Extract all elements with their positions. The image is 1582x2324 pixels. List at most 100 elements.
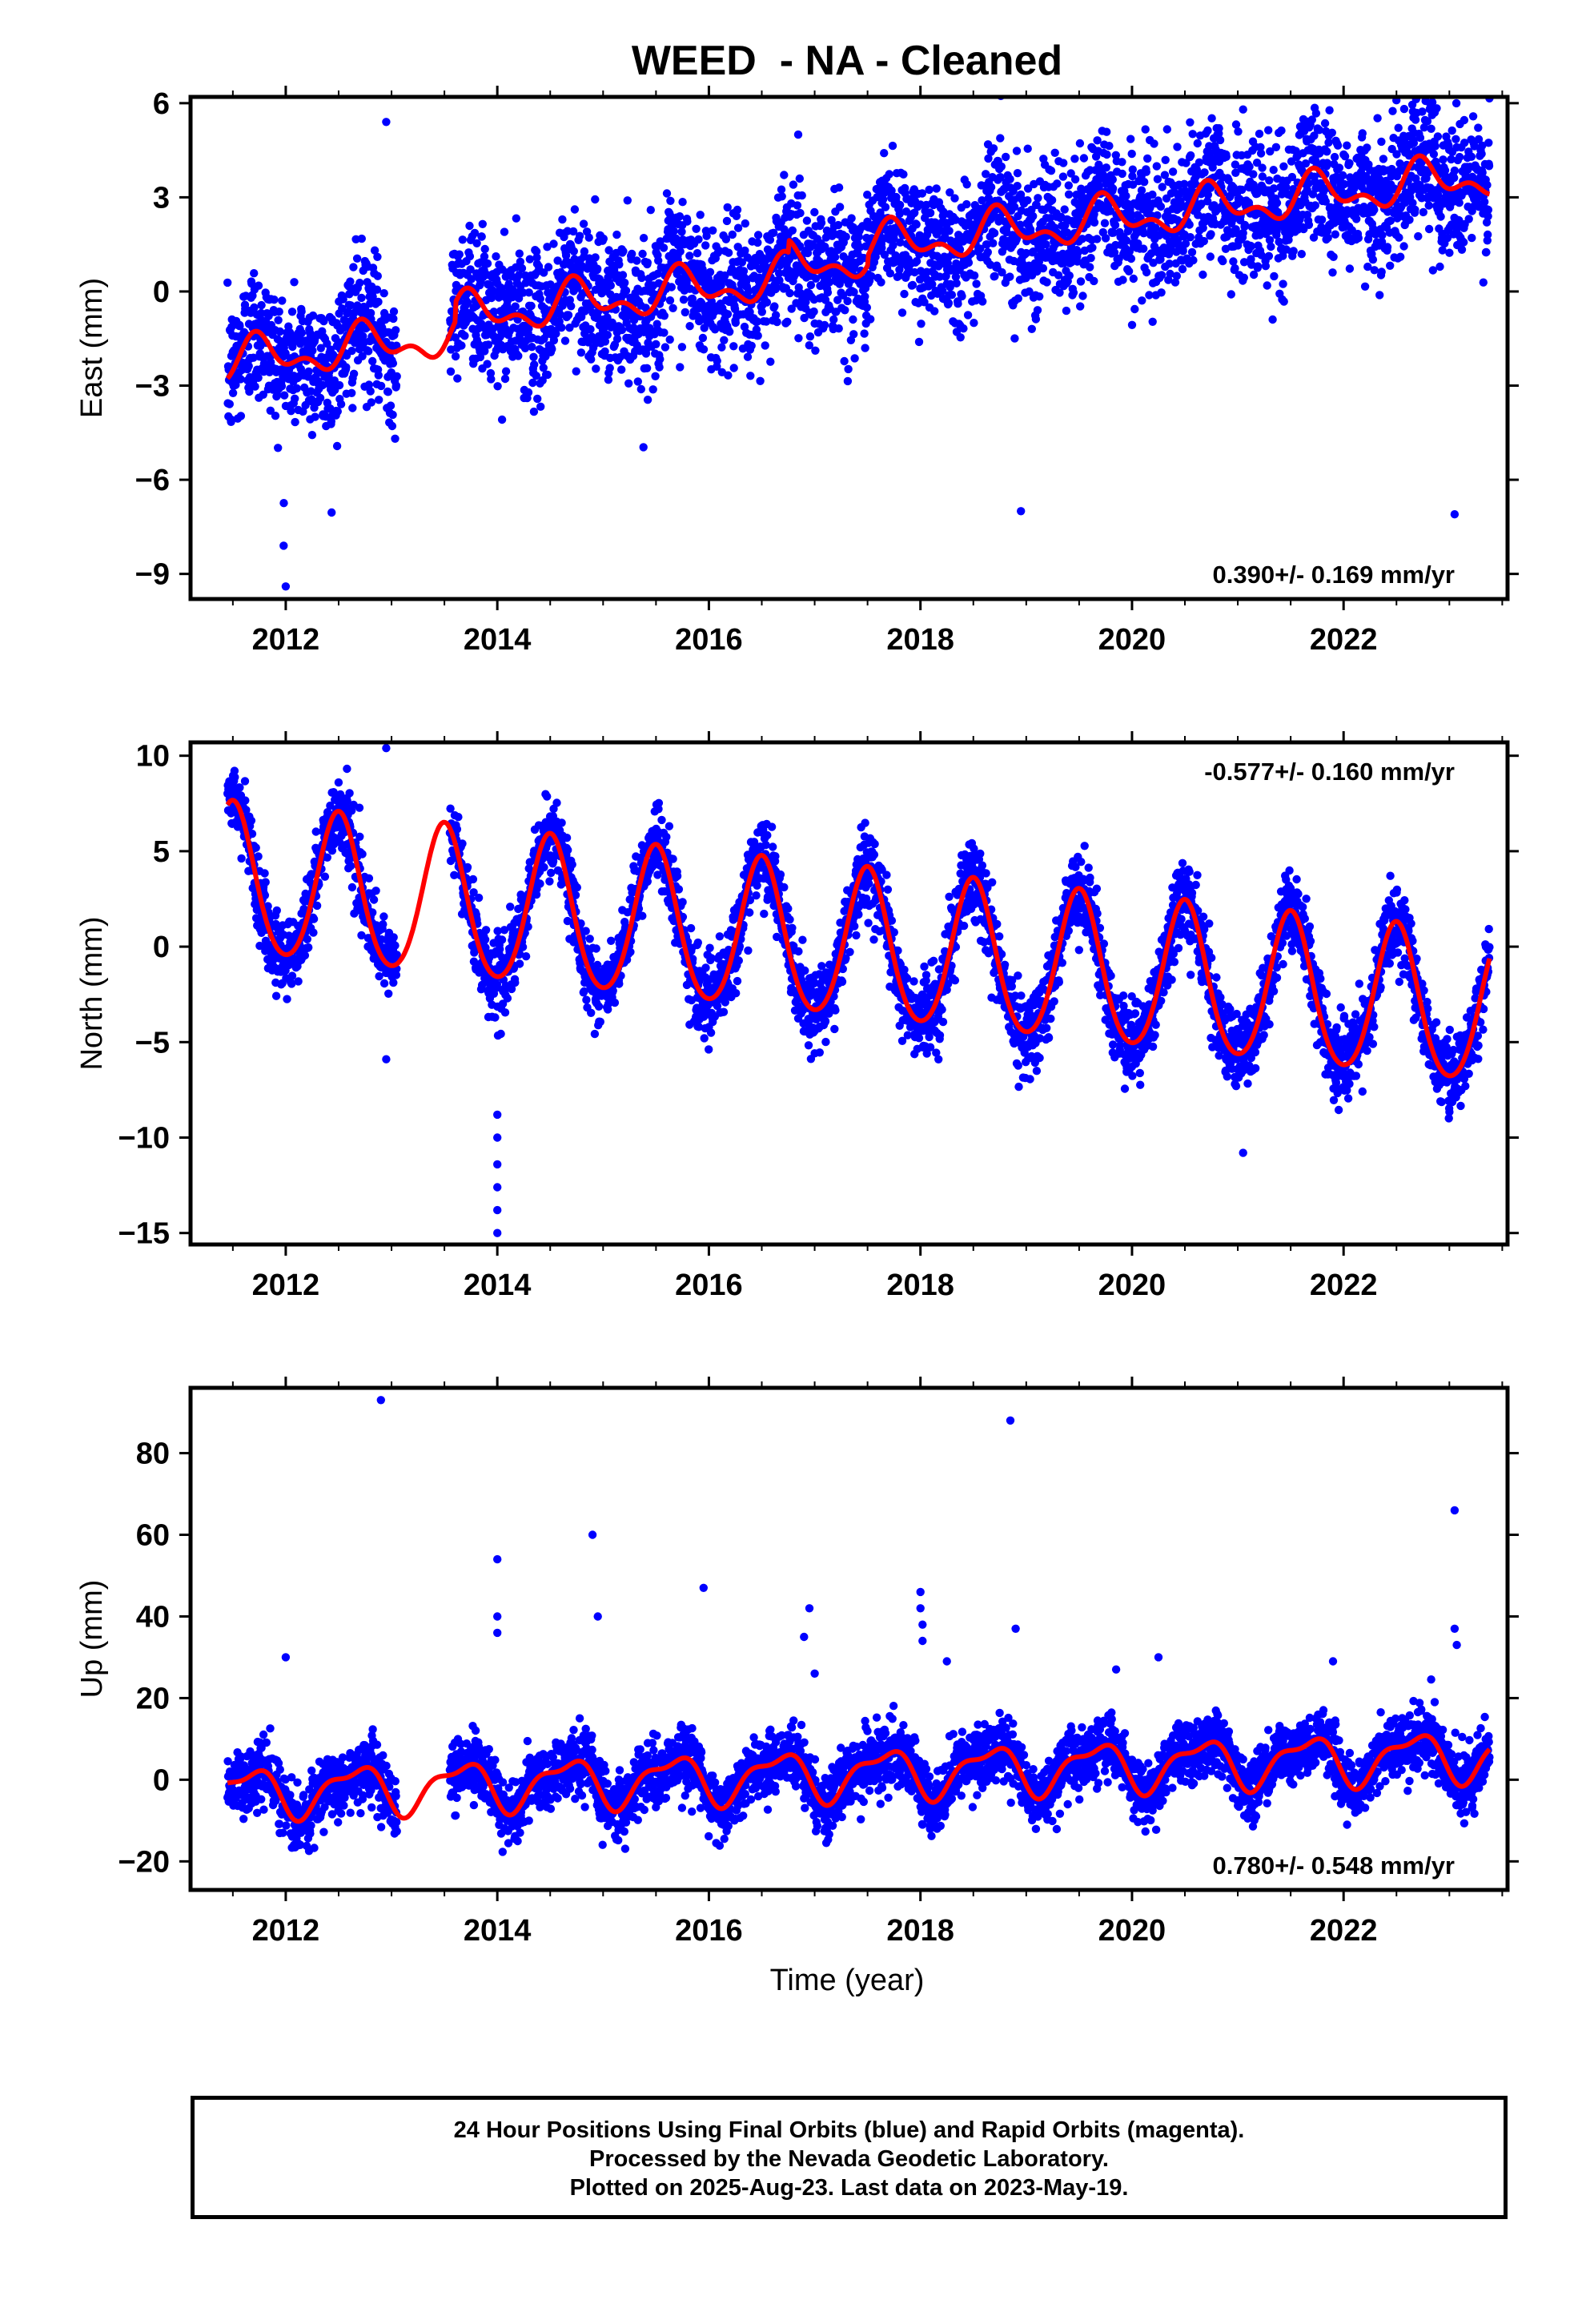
data-point	[1093, 136, 1102, 145]
data-point	[334, 778, 343, 787]
data-point	[366, 308, 375, 318]
data-point	[543, 243, 552, 251]
data-point	[952, 279, 961, 287]
data-point	[1227, 290, 1236, 299]
data-point	[1427, 124, 1435, 133]
data-point	[529, 407, 539, 416]
data-point	[1297, 250, 1307, 259]
data-point	[1142, 267, 1151, 277]
data-point	[681, 308, 689, 317]
data-point	[292, 384, 301, 393]
data-point	[580, 247, 589, 256]
data-point	[1023, 196, 1032, 205]
data-point	[352, 254, 362, 263]
data-point	[820, 320, 829, 330]
data-point	[1468, 233, 1476, 243]
data-point	[297, 328, 307, 337]
data-point	[514, 352, 523, 360]
data-point	[1090, 218, 1099, 227]
data-point	[789, 180, 798, 189]
data-point	[1452, 99, 1461, 108]
data-point	[237, 854, 246, 863]
data-point	[342, 363, 351, 372]
data-point	[369, 895, 379, 904]
data-point	[261, 878, 270, 887]
data-point	[1138, 296, 1146, 305]
data-point	[343, 308, 352, 316]
data-point	[1023, 144, 1032, 153]
data-point	[575, 231, 584, 240]
data-point	[273, 391, 282, 400]
data-point	[1317, 215, 1327, 224]
data-point	[1418, 107, 1427, 116]
data-point	[1122, 191, 1130, 200]
data-point	[656, 237, 665, 246]
data-point	[996, 134, 1005, 143]
model-curve	[225, 153, 1492, 380]
data-point	[1249, 170, 1258, 179]
data-point	[335, 380, 344, 390]
data-point	[528, 378, 537, 388]
data-point	[1100, 219, 1110, 227]
data-point	[458, 235, 467, 244]
data-point	[1126, 135, 1135, 143]
outlier-point	[1017, 507, 1026, 516]
data-point	[860, 329, 869, 338]
data-point	[516, 257, 525, 267]
data-point	[515, 249, 524, 258]
data-point	[291, 394, 299, 403]
data-point	[548, 344, 556, 354]
data-point	[963, 311, 973, 320]
data-point	[264, 312, 273, 320]
data-point	[1484, 139, 1493, 147]
data-point	[323, 339, 331, 348]
data-point	[628, 249, 636, 259]
chart-title: WEED - NA - Cleaned	[632, 38, 1062, 84]
data-point	[643, 258, 652, 267]
data-point	[617, 365, 626, 374]
data-point	[236, 375, 245, 384]
outlier-point	[1450, 510, 1460, 519]
data-point	[564, 311, 573, 320]
data-point	[309, 928, 318, 937]
data-point	[1047, 195, 1057, 205]
data-point	[1279, 162, 1288, 171]
data-point	[1108, 184, 1118, 193]
data-point	[1126, 254, 1136, 263]
data-point	[349, 263, 358, 271]
data-point	[379, 289, 388, 298]
data-point	[251, 843, 260, 852]
data-point	[1186, 118, 1195, 127]
data-point	[565, 324, 574, 332]
data-point	[570, 205, 580, 214]
data-point	[604, 246, 613, 255]
data-point	[796, 208, 805, 218]
data-point	[1415, 133, 1425, 143]
data-point	[1148, 317, 1157, 326]
data-point	[525, 255, 534, 263]
data-point	[696, 211, 705, 219]
data-point	[1006, 272, 1014, 281]
data-point	[347, 388, 356, 397]
data-point	[1178, 264, 1187, 274]
data-point	[1395, 233, 1403, 242]
data-point	[1411, 205, 1419, 214]
data-point	[1424, 224, 1434, 234]
data-point	[1050, 148, 1059, 157]
data-point	[321, 412, 331, 421]
data-point	[247, 816, 256, 825]
data-point	[1414, 231, 1423, 241]
data-point	[1193, 139, 1203, 148]
y-tick-label: 6	[153, 87, 170, 121]
data-point	[557, 323, 566, 332]
data-point	[1186, 151, 1195, 160]
data-point	[347, 346, 356, 356]
data-point	[536, 294, 544, 304]
data-point	[315, 393, 325, 403]
data-point	[997, 162, 1006, 171]
data-point	[240, 777, 250, 786]
data-point	[565, 296, 574, 304]
data-point	[600, 337, 610, 346]
data-point	[1396, 252, 1405, 261]
data-point	[591, 253, 600, 262]
